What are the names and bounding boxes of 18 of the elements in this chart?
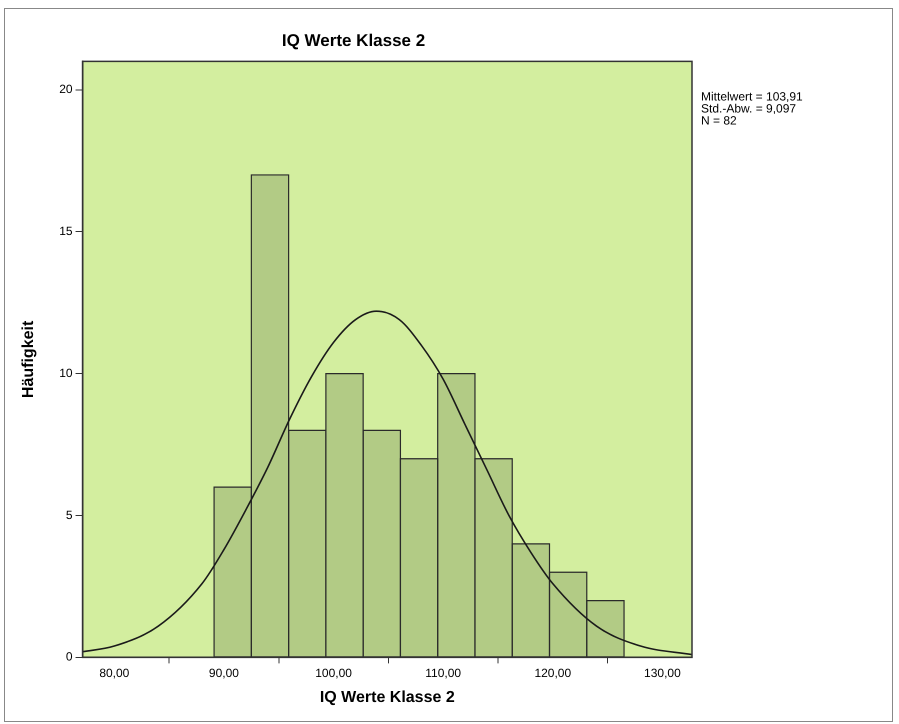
x-axis-title: IQ Werte Klasse 2: [320, 688, 455, 706]
x-tick-label: 90,00: [208, 666, 240, 680]
chart-title: IQ Werte Klasse 2: [282, 30, 426, 50]
line-series: [82, 310, 692, 656]
y-axis-title: Häufigkeit: [20, 320, 38, 398]
y-tick-label: 20: [59, 82, 73, 96]
y-tick-label: 0: [66, 650, 73, 664]
text: Std.-Abw. = 9,097: [701, 102, 796, 116]
x-tick-label: 100,00: [315, 666, 352, 680]
y-tick-label: 15: [59, 224, 73, 238]
x-tick-label: 80,00: [99, 666, 130, 680]
y-tick-label: 10: [59, 366, 73, 380]
x-tick-label: 120,00: [534, 666, 572, 680]
x-tick-label: 110,00: [425, 666, 462, 680]
text: N = 82: [701, 114, 738, 128]
text: Mittelwert = 103,91: [701, 90, 804, 104]
y-tick-label: 5: [66, 508, 73, 522]
x-tick-label: 130,00: [644, 666, 682, 680]
